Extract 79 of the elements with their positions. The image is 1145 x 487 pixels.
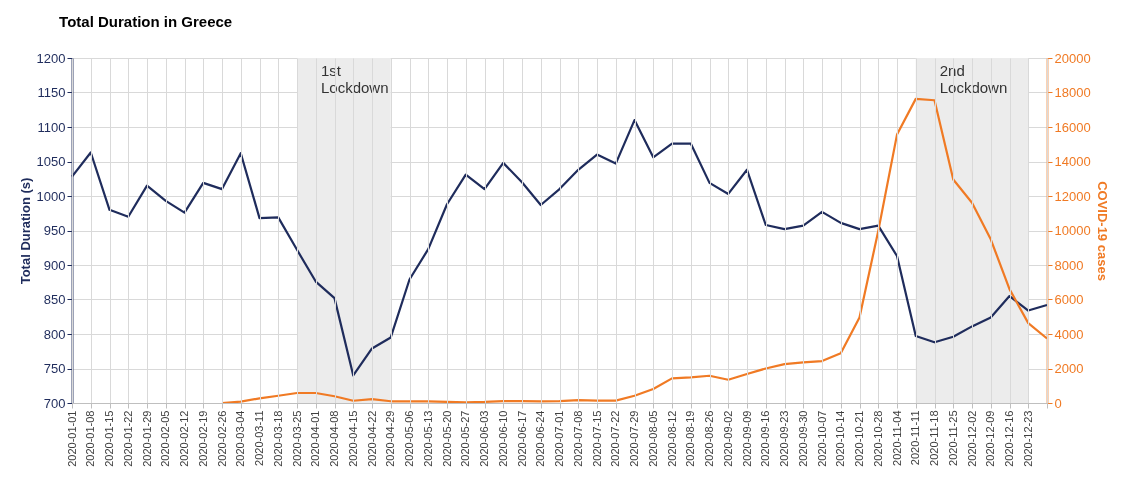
- x-tick-label: 2020-11-04: [890, 410, 903, 466]
- x-tick-label: 2020-04-08: [328, 410, 340, 467]
- x-tick-label: 2020-03-25: [290, 410, 303, 467]
- x-tick-label: 2020-01-15: [103, 410, 115, 467]
- x-tick-label: 2020-12-16: [1003, 410, 1015, 467]
- y-tick-label: 1100: [37, 119, 66, 135]
- y-tick-label: 850: [43, 292, 66, 307]
- y-tick-label: 1150: [37, 85, 66, 100]
- y2-tick-label: 0: [1054, 395, 1062, 411]
- y-tick-label: 750: [43, 361, 66, 376]
- line-series: [70, 119, 1049, 377]
- y-tick-label: 950: [43, 223, 66, 238]
- x-tick-label: 2020-04-15: [346, 410, 359, 467]
- y2-tick-label: 4000: [1054, 326, 1084, 342]
- x-tick-label: 2020-12-09: [984, 410, 997, 467]
- x-tick-label: 2020-05-06: [403, 410, 415, 467]
- x-tick-label: 2020-12-23: [1021, 410, 1034, 467]
- chart-title: Total Duration in Greece: [59, 13, 233, 30]
- y-tick-label: 1000: [36, 188, 66, 204]
- x-tick-label: 2020-04-22: [365, 410, 378, 467]
- x-tick-label: 2020-02-26: [215, 410, 228, 467]
- x-tick-label: 2020-10-14: [834, 410, 847, 467]
- y2-tick-label: 2000: [1054, 361, 1084, 376]
- y2-tick-label: 20000: [1054, 50, 1091, 66]
- x-tick-label: 2020-08-12: [665, 410, 678, 467]
- x-tick-label: 2020-08-26: [703, 410, 715, 467]
- x-tick-label: 2020-03-18: [271, 410, 284, 467]
- x-tick-label: 2020-10-07: [815, 410, 828, 467]
- x-tick-label: 2020-01-29: [140, 410, 153, 467]
- x-tick-label: 2020-09-02: [721, 410, 734, 467]
- x-tick-label: 2020-07-08: [571, 410, 584, 467]
- x-tick-label: 2020-03-11: [253, 410, 265, 466]
- x-tick-label: 2020-07-01: [553, 410, 565, 467]
- y-axis-title: Total Duration (s): [17, 177, 33, 285]
- y2-axis-title: COVID-19 cases: [1094, 181, 1110, 281]
- x-tick-label: 2020-02-12: [178, 410, 190, 467]
- y-tick-label: 700: [43, 395, 66, 411]
- x-tick-label: 2020-09-09: [740, 410, 753, 467]
- y-tick-label: 800: [43, 326, 66, 342]
- x-tick-label: 2020-02-05: [159, 410, 172, 467]
- x-tick-label: 2020-02-19: [196, 410, 209, 467]
- x-tick-label: 2020-09-16: [759, 410, 772, 467]
- y2-tick-label: 6000: [1054, 292, 1084, 307]
- x-tick-label: 2020-06-10: [496, 410, 509, 467]
- y2-tick-label: 12000: [1054, 188, 1091, 204]
- x-tick-label: 2020-04-29: [384, 410, 397, 467]
- x-tick-label: 2020-05-20: [440, 410, 453, 467]
- x-tick-label: 2020-07-15: [590, 410, 603, 467]
- x-tick-label: 2020-06-24: [534, 410, 547, 467]
- x-tick-label: 2020-03-04: [234, 410, 247, 467]
- x-tick-label: 2020-09-30: [796, 410, 809, 467]
- y-tick-label: 1050: [36, 154, 66, 169]
- y2-tick-label: 14000: [1054, 154, 1091, 169]
- x-tick-label: 2020-01-01: [65, 410, 78, 467]
- x-tick-label: 2020-07-22: [609, 410, 622, 467]
- x-tick-label: 2020-11-18: [928, 410, 940, 466]
- x-tick-label: 2020-05-27: [459, 410, 472, 467]
- y-tick-label: 1200: [36, 50, 66, 66]
- y-tick-label: 900: [43, 257, 66, 273]
- x-tick-label: 2020-08-19: [684, 410, 697, 467]
- y2-tick-label: 10000: [1054, 223, 1091, 238]
- x-tick-label: 2020-05-13: [421, 410, 434, 467]
- x-tick-label: 2020-09-23: [778, 410, 790, 467]
- x-tick-label: 2020-10-21: [853, 410, 865, 467]
- x-tick-label: 2020-06-17: [515, 410, 528, 467]
- y2-tick-label: 18000: [1054, 85, 1091, 100]
- x-tick-label: 2020-10-28: [871, 410, 884, 467]
- x-tick-label: 2020-12-02: [965, 410, 978, 467]
- x-tick-label: 2020-04-01: [309, 410, 322, 467]
- y2-tick-label: 8000: [1054, 257, 1084, 273]
- line-series: [220, 97, 1049, 405]
- y2-tick-label: 16000: [1054, 119, 1091, 135]
- x-tick-label: 2020-06-03: [478, 410, 490, 467]
- x-tick-label: 2020-08-05: [646, 410, 659, 467]
- x-tick-label: 2020-01-08: [84, 410, 97, 467]
- x-tick-label: 2020-01-22: [121, 410, 134, 467]
- x-tick-label: 2020-11-25: [946, 410, 959, 466]
- x-tick-label: 2020-11-11: [909, 410, 922, 466]
- x-tick-label: 2020-07-29: [628, 410, 640, 467]
